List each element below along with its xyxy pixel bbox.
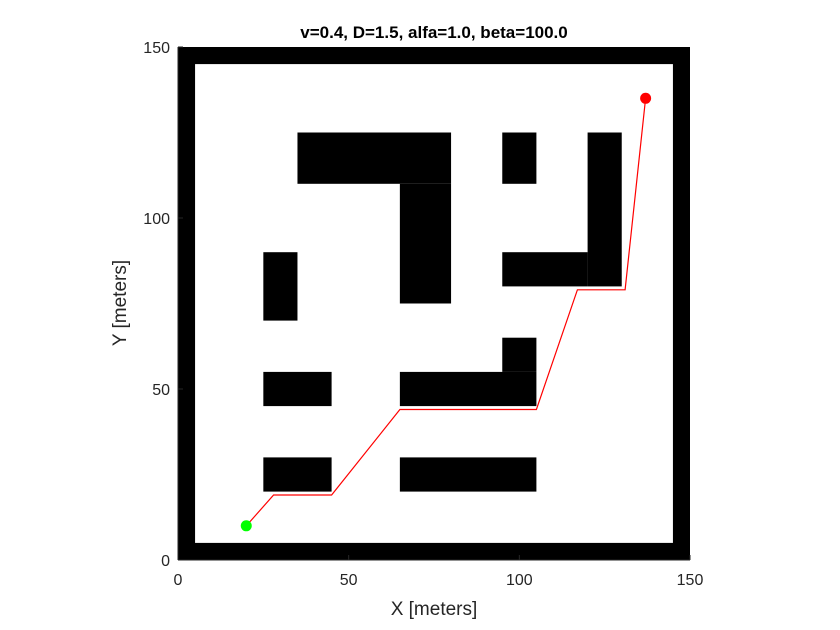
x-tick-label: 100 [506,572,533,589]
y-tick-label: 150 [143,40,170,57]
x-tick-label: 0 [174,572,183,589]
y-tick-label: 50 [152,382,170,399]
obstacle-border-top [178,47,690,65]
obstacle-center-low-bar [399,457,537,492]
plot-area [178,47,690,560]
obstacle-left-vertical [263,252,298,321]
path-layer [245,98,647,527]
chart-title: v=0.4, D=1.5, alfa=1.0, beta=100.0 [300,23,567,42]
markers-layer [240,92,652,532]
path-line [245,98,647,527]
y-tick-label: 0 [161,553,170,570]
start-point [240,520,252,532]
obstacle-right-l-horizontal [502,252,588,287]
y-axis-label: Y [meters] [110,260,131,346]
obstacle-center-bar [399,371,537,407]
obstacles-layer [178,47,690,560]
obstacle-left-mid-bar [263,371,332,407]
obstacle-top-bar [297,132,452,184]
obstacle-top-stem [399,183,452,304]
x-tick-label: 150 [677,572,704,589]
obstacle-small-block-top [502,132,537,184]
obstacle-border-right [672,47,690,560]
obstacle-center-bar-riser [502,337,537,372]
x-axis: 0 50 100 150 [174,555,704,589]
y-axis: 0 50 100 150 [143,40,183,570]
y-tick-label: 100 [143,211,170,228]
obstacle-border-bottom [178,542,690,560]
goal-point [640,92,652,104]
obstacle-right-l-vertical [587,132,622,287]
obstacle-left-low-bar [263,457,332,492]
x-tick-label: 50 [340,572,358,589]
obstacle-border-left [178,47,196,560]
x-axis-label: X [meters] [391,599,478,620]
